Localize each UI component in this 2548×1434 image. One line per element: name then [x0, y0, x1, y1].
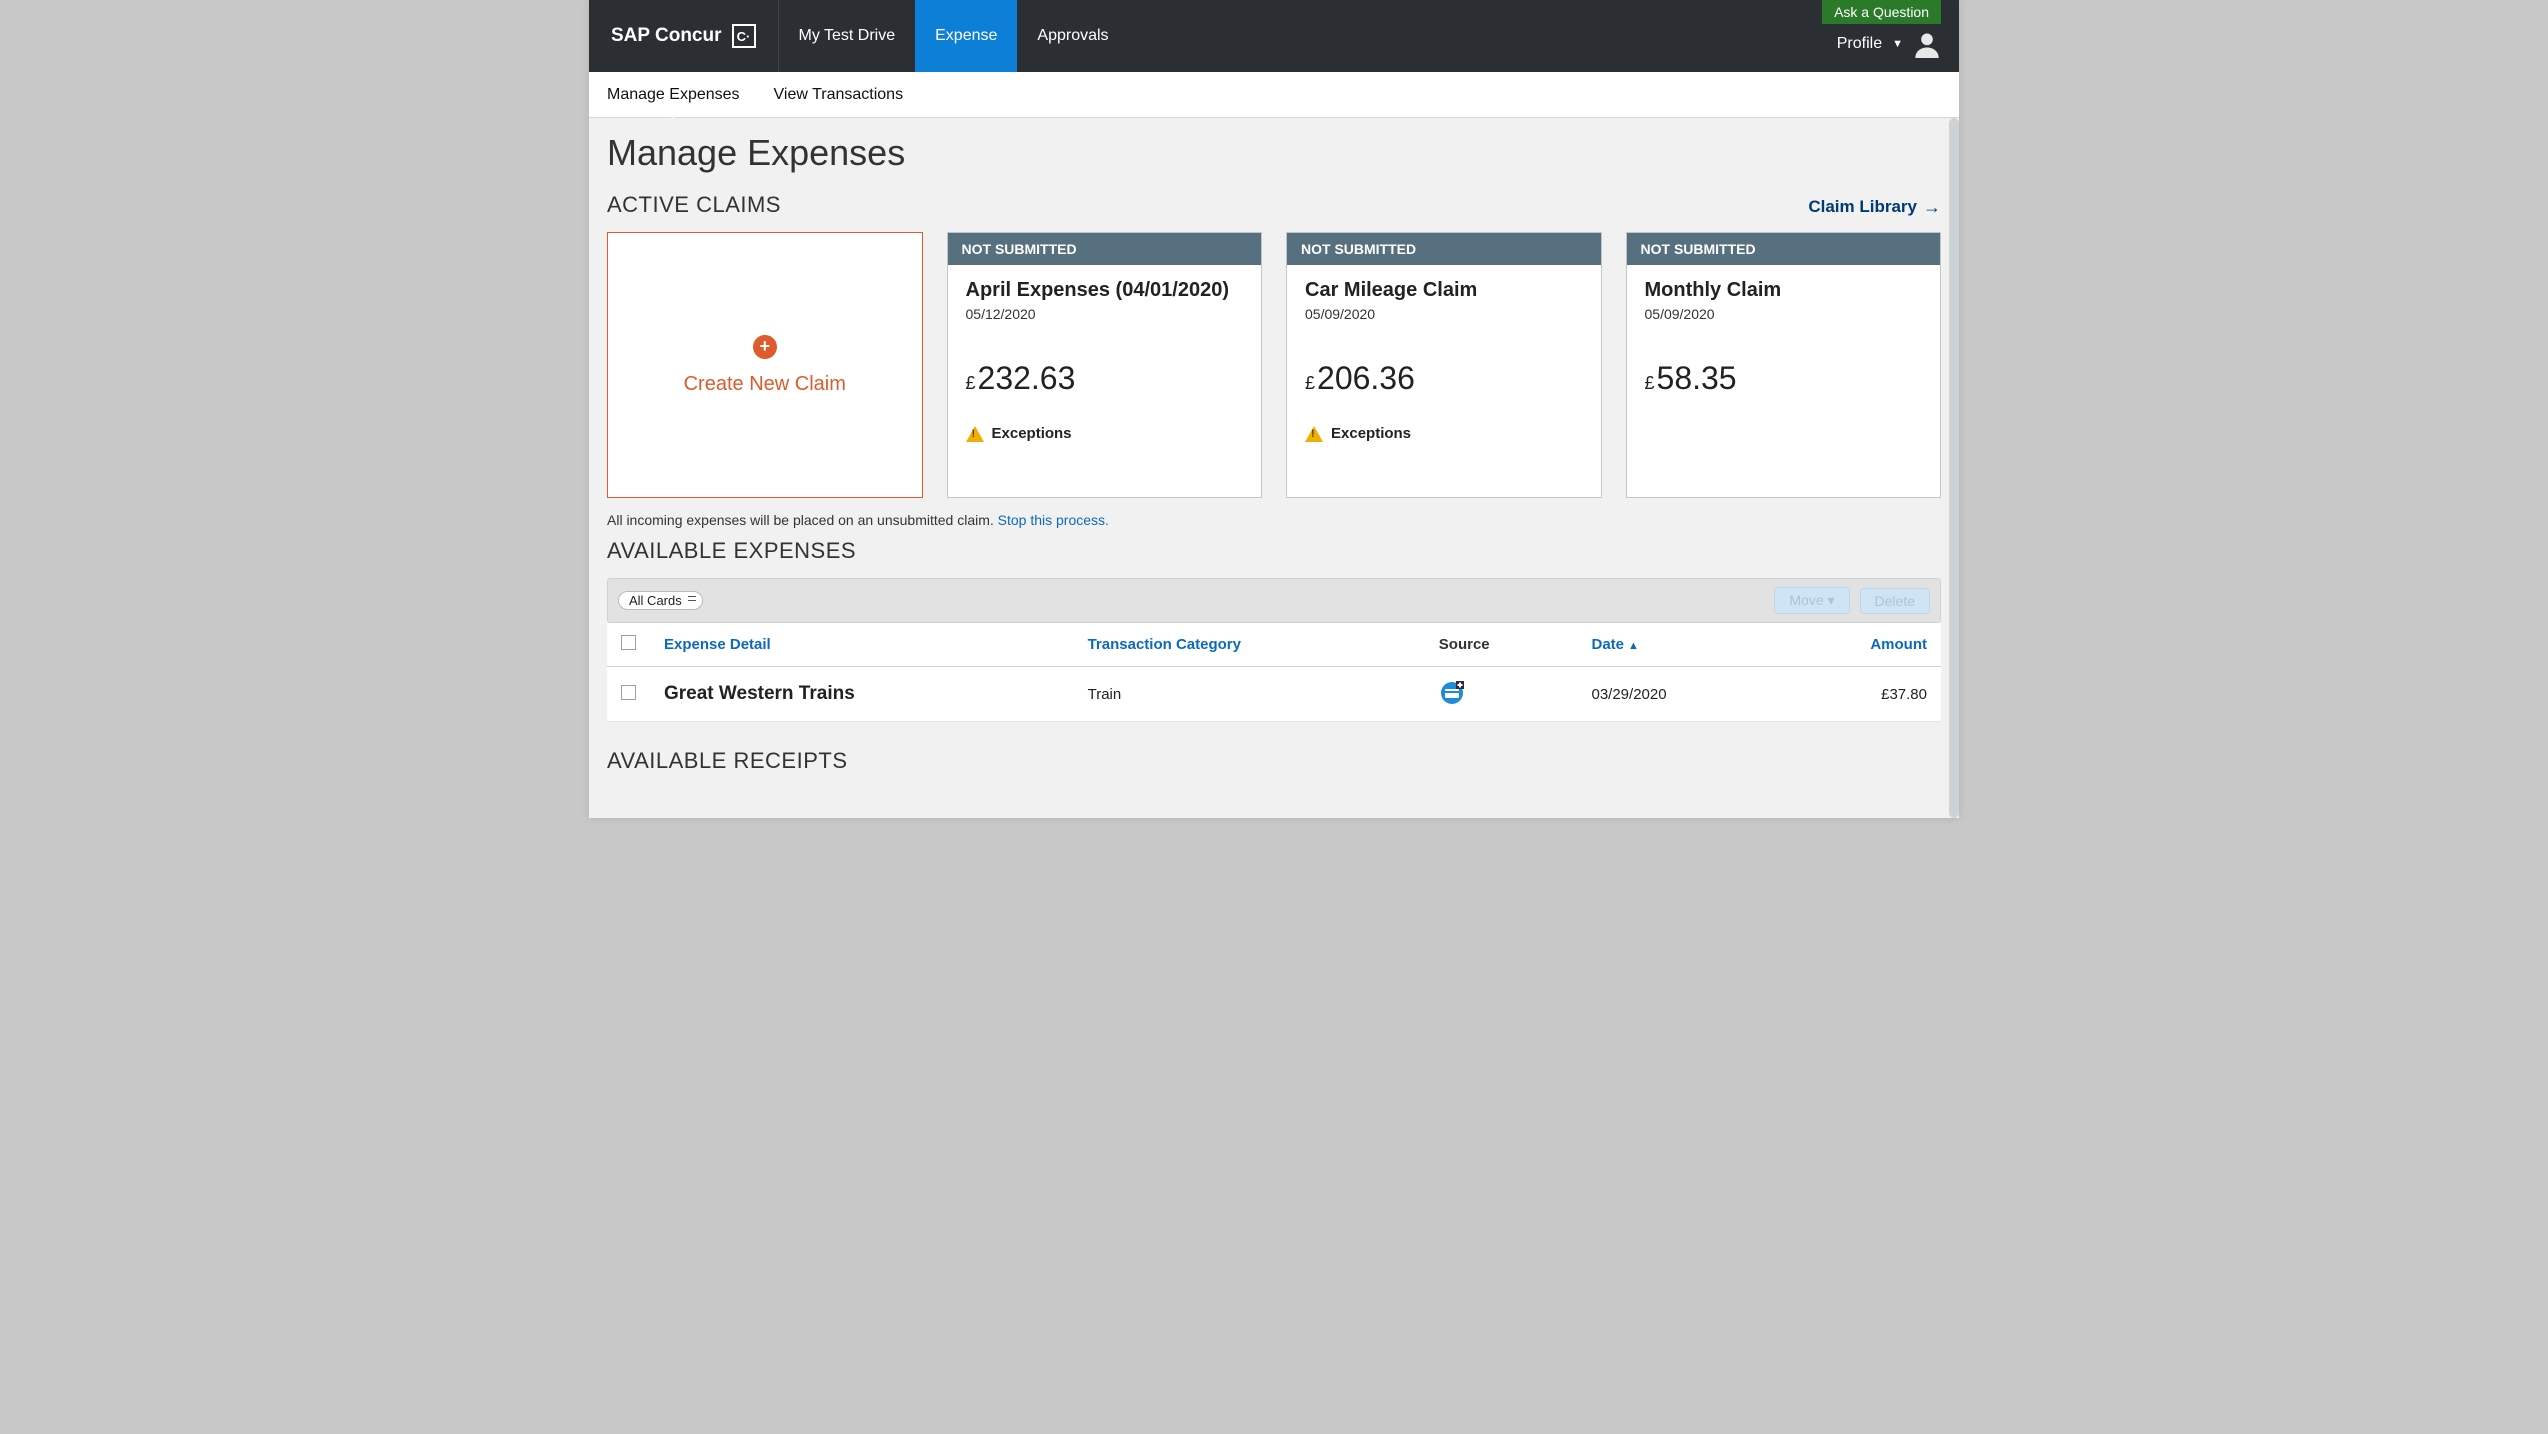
move-label: Move: [1789, 592, 1823, 608]
claim-date: 05/09/2020: [1645, 306, 1923, 322]
stop-process-link[interactable]: Stop this process.: [998, 512, 1109, 528]
top-nav: SAP Concur C· My Test Drive Expense Appr…: [589, 0, 1959, 72]
card-plus-icon: [1439, 679, 1465, 705]
col-label: Expense Detail: [664, 636, 771, 653]
claim-status: NOT SUBMITTED: [1627, 233, 1941, 265]
sub-nav: Manage Expenses View Transactions: [589, 72, 1959, 118]
table-row[interactable]: Great Western Trains Train: [607, 667, 1941, 722]
col-date[interactable]: Date ▲: [1577, 623, 1777, 667]
claim-tile[interactable]: NOT SUBMITTED Car Mileage Claim 05/09/20…: [1286, 232, 1602, 498]
select-all-checkbox[interactable]: [621, 635, 636, 650]
card-filter-select[interactable]: All Cards: [618, 591, 703, 610]
currency-symbol: £: [1645, 373, 1655, 393]
nav-label: My Test Drive: [799, 27, 896, 45]
incoming-note: All incoming expenses will be placed on …: [607, 512, 1941, 528]
currency-symbol: £: [1305, 373, 1315, 393]
row-checkbox[interactable]: [621, 685, 636, 700]
claim-tiles: + Create New Claim NOT SUBMITTED April E…: [607, 232, 1941, 498]
incoming-note-text: All incoming expenses will be placed on …: [607, 512, 998, 528]
col-expense-detail[interactable]: Expense Detail: [650, 623, 1074, 667]
profile-menu[interactable]: Profile ▼: [1837, 30, 1941, 58]
nav-label: Expense: [935, 27, 997, 45]
col-source: Source: [1425, 623, 1578, 667]
active-claims-heading: ACTIVE CLAIMS: [607, 192, 781, 218]
expenses-table: Expense Detail Transaction Category Sour…: [607, 623, 1941, 722]
cell-expense-detail: Great Western Trains: [650, 667, 1074, 722]
claim-status: NOT SUBMITTED: [948, 233, 1262, 265]
claim-date: 05/12/2020: [966, 306, 1244, 322]
claim-exceptions: Exceptions: [1305, 425, 1583, 442]
available-expenses-heading: AVAILABLE EXPENSES: [607, 538, 1941, 564]
col-label: Source: [1439, 636, 1490, 653]
plus-icon: +: [753, 335, 777, 359]
claim-exceptions: Exceptions: [966, 425, 1244, 442]
sort-asc-icon: ▲: [1628, 640, 1639, 652]
warning-icon: [1305, 426, 1323, 442]
claim-amount: £232.63: [966, 360, 1244, 397]
col-amount[interactable]: Amount: [1777, 623, 1941, 667]
create-claim-label: Create New Claim: [684, 373, 846, 396]
brand[interactable]: SAP Concur C·: [589, 0, 779, 72]
claim-library-label: Claim Library: [1808, 197, 1917, 217]
claim-amount: £206.36: [1305, 360, 1583, 397]
nav-approvals[interactable]: Approvals: [1017, 0, 1128, 72]
cell-amount: £37.80: [1777, 667, 1941, 722]
brand-label: SAP Concur: [611, 25, 722, 47]
top-nav-right: Ask a Question Profile ▼: [1822, 0, 1959, 72]
available-receipts-heading: AVAILABLE RECEIPTS: [607, 748, 1941, 774]
claim-name: Car Mileage Claim: [1305, 279, 1583, 302]
amount-value: 232.63: [978, 360, 1076, 396]
cell-date: 03/29/2020: [1577, 667, 1777, 722]
claim-name: April Expenses (04/01/2020): [966, 279, 1244, 302]
chevron-down-icon: ▼: [1892, 38, 1903, 50]
col-label: Transaction Category: [1088, 636, 1241, 653]
arrow-right-icon: →: [1923, 197, 1941, 218]
avatar-icon: [1913, 30, 1941, 58]
nav-my-test-drive[interactable]: My Test Drive: [779, 0, 916, 72]
claim-date: 05/09/2020: [1305, 306, 1583, 322]
currency-symbol: £: [966, 373, 976, 393]
claim-name: Monthly Claim: [1645, 279, 1923, 302]
subnav-manage-expenses[interactable]: Manage Expenses: [607, 74, 740, 116]
claim-tile[interactable]: NOT SUBMITTED Monthly Claim 05/09/2020 £…: [1626, 232, 1942, 498]
nav-label: Approvals: [1037, 27, 1108, 45]
delete-button[interactable]: Delete: [1860, 588, 1930, 614]
cell-category: Train: [1074, 667, 1425, 722]
scrollbar[interactable]: [1949, 118, 1959, 818]
col-transaction-category[interactable]: Transaction Category: [1074, 623, 1425, 667]
page-title: Manage Expenses: [607, 132, 1941, 174]
profile-label: Profile: [1837, 35, 1882, 53]
nav-expense[interactable]: Expense: [915, 0, 1017, 72]
ask-question-button[interactable]: Ask a Question: [1822, 0, 1941, 24]
chevron-down-icon: ▾: [1828, 592, 1835, 608]
exceptions-label: Exceptions: [1331, 425, 1411, 442]
col-label: Amount: [1870, 636, 1927, 653]
page-body: Manage Expenses ACTIVE CLAIMS Claim Libr…: [589, 118, 1959, 818]
create-new-claim-tile[interactable]: + Create New Claim: [607, 232, 923, 498]
claim-tile[interactable]: NOT SUBMITTED April Expenses (04/01/2020…: [947, 232, 1263, 498]
exceptions-label: Exceptions: [992, 425, 1072, 442]
cell-source: [1425, 667, 1578, 722]
warning-icon: [966, 426, 984, 442]
subnav-view-transactions[interactable]: View Transactions: [774, 74, 904, 116]
claim-amount: £58.35: [1645, 360, 1923, 397]
move-button[interactable]: Move ▾: [1774, 587, 1849, 614]
amount-value: 206.36: [1317, 360, 1415, 396]
brand-logo-icon: C·: [732, 24, 756, 48]
amount-value: 58.35: [1657, 360, 1737, 396]
claim-status: NOT SUBMITTED: [1287, 233, 1601, 265]
claim-library-link[interactable]: Claim Library →: [1808, 197, 1941, 218]
col-label: Date: [1591, 636, 1624, 653]
expenses-toolbar: All Cards Move ▾ Delete: [607, 578, 1941, 623]
